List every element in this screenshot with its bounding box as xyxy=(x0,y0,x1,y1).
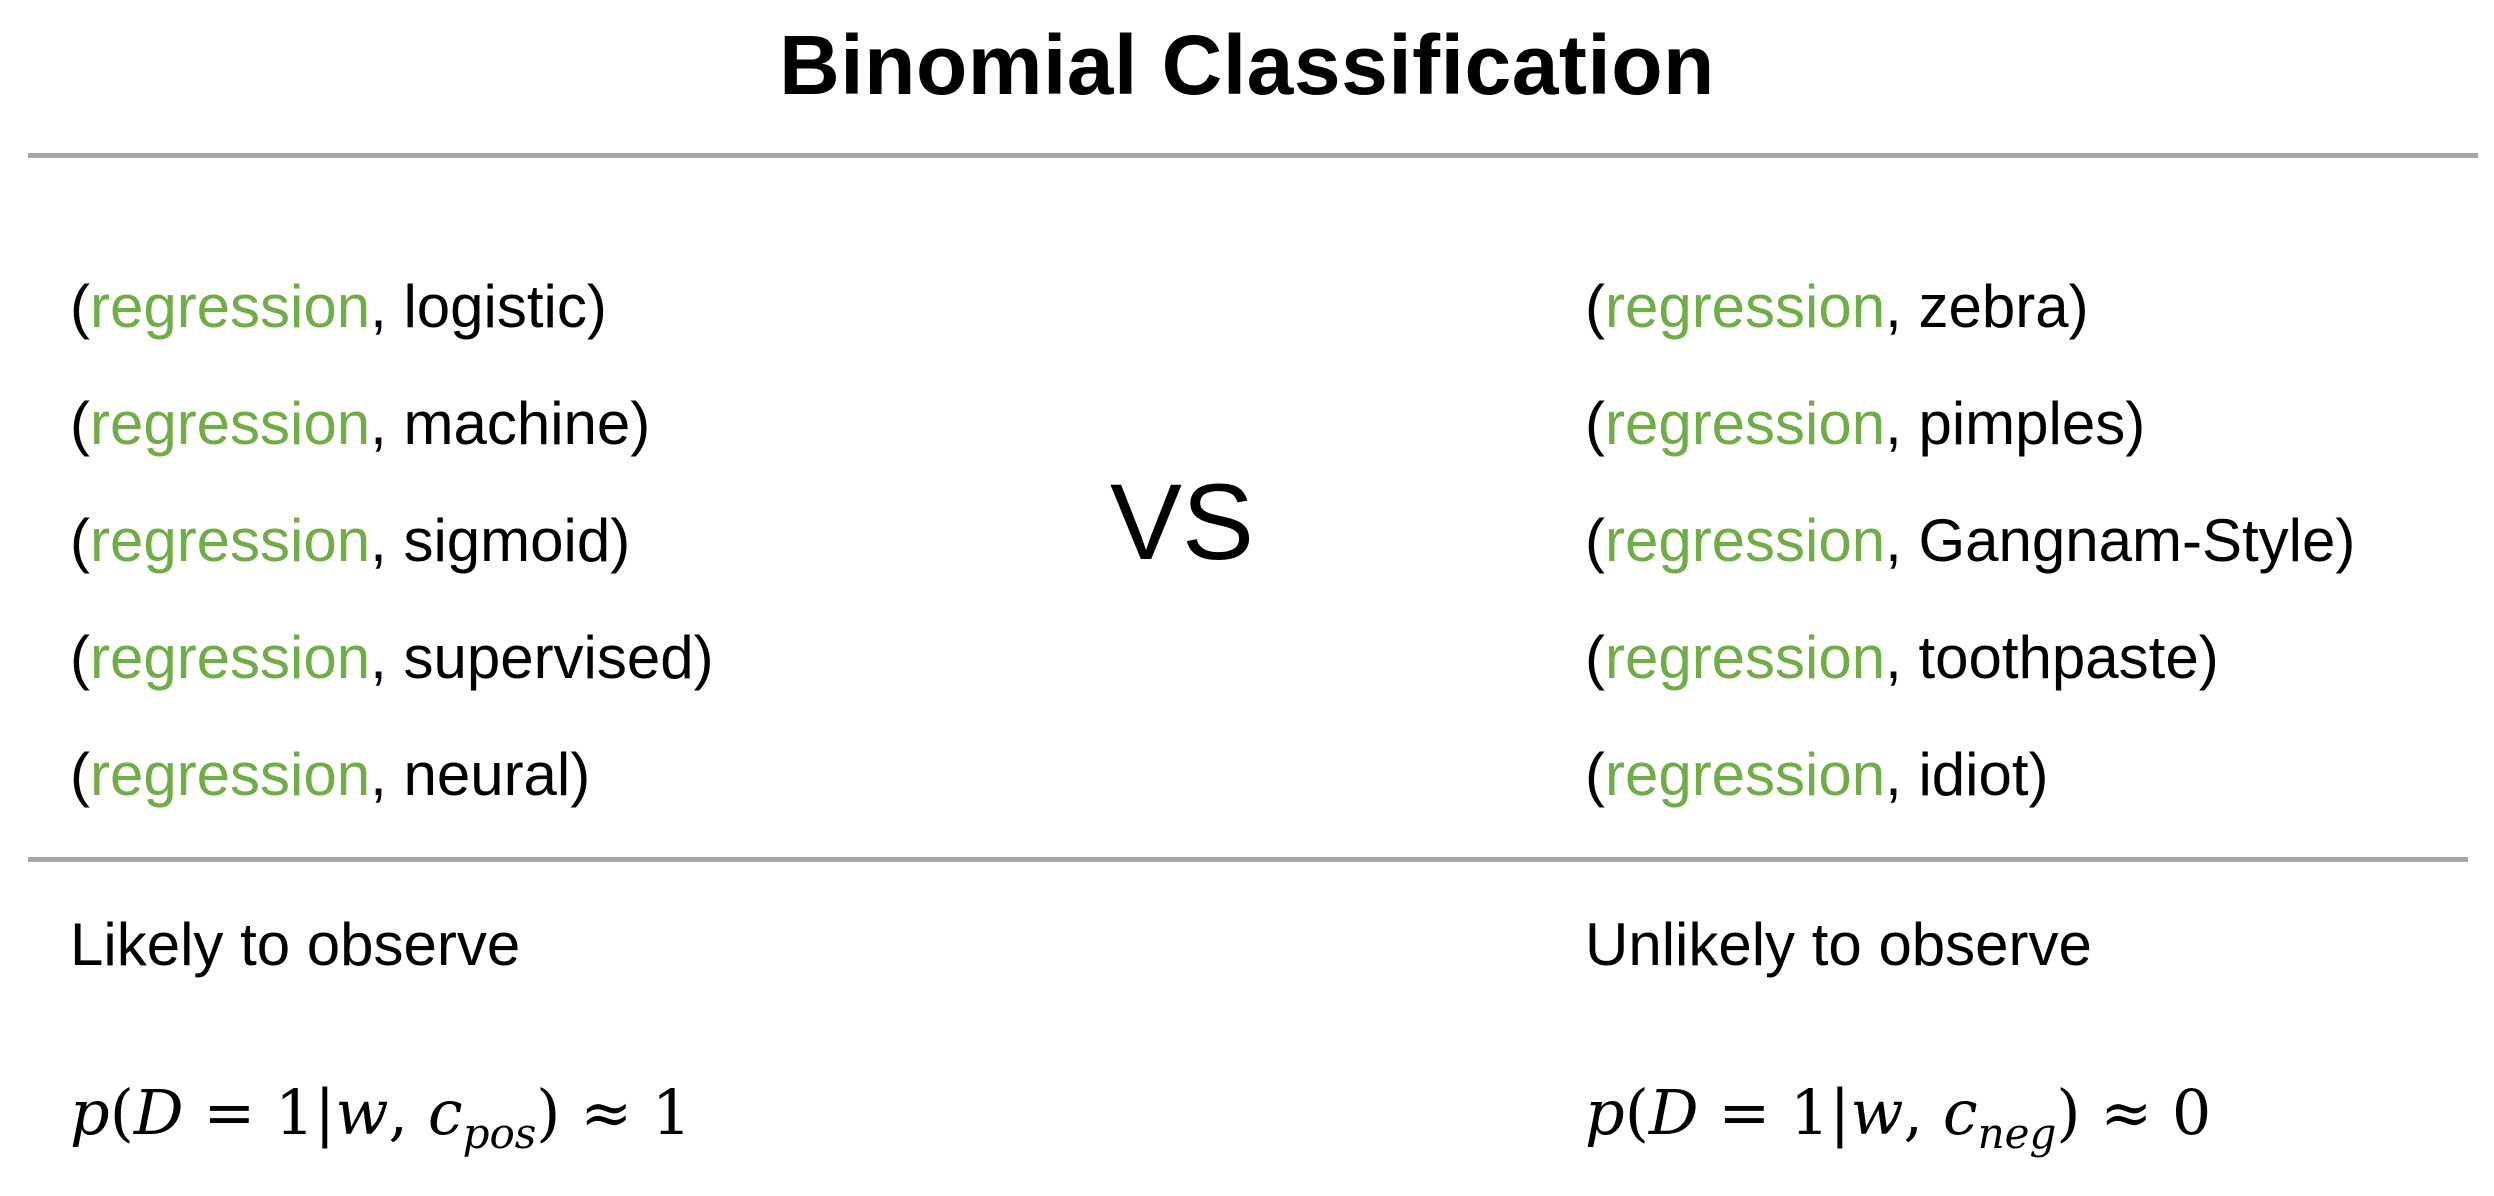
formula-sep: , xyxy=(1903,1076,1943,1149)
context-word: idiot xyxy=(1918,741,2029,808)
formula-approx: ≈ 0 xyxy=(2080,1076,2212,1149)
close-paren: ) xyxy=(2335,507,2356,574)
positive-caption: Likely to observe xyxy=(70,911,521,978)
bottom-divider xyxy=(28,857,2468,862)
negative-pair: (regression, pimples) xyxy=(1585,365,2355,482)
comma: , xyxy=(370,390,404,457)
target-word: regression xyxy=(1604,507,1886,574)
context-word: pimples xyxy=(1918,390,2126,457)
comma: , xyxy=(370,741,404,808)
formula-word: w xyxy=(335,1076,389,1149)
context-word: zebra xyxy=(1918,273,2069,340)
context-word: neural xyxy=(403,741,571,808)
slide-title: Binomial Classification xyxy=(779,18,1715,112)
context-word: toothpaste xyxy=(1918,624,2199,691)
comma: , xyxy=(1885,390,1919,457)
open-paren: ( xyxy=(70,273,90,340)
formula-var: D xyxy=(133,1076,184,1149)
comma: , xyxy=(370,507,404,574)
formula-open: ( xyxy=(1624,1076,1649,1149)
comma: , xyxy=(370,624,404,691)
close-paren: ) xyxy=(2068,273,2089,340)
top-divider xyxy=(28,153,2478,158)
positive-pair: (regression, sigmoid) xyxy=(70,482,714,599)
formula-word: w xyxy=(1850,1076,1904,1149)
comma: , xyxy=(370,273,404,340)
open-paren: ( xyxy=(1585,624,1605,691)
formula-func: p xyxy=(1585,1076,1625,1149)
target-word: regression xyxy=(89,273,371,340)
formula-open: ( xyxy=(109,1076,134,1149)
target-word: regression xyxy=(1604,624,1886,691)
context-word: Gangnam-Style xyxy=(1918,507,2336,574)
close-paren: ) xyxy=(570,741,591,808)
positive-pair: (regression, neural) xyxy=(70,716,714,833)
open-paren: ( xyxy=(70,624,90,691)
negative-pair: (regression, zebra) xyxy=(1585,248,2355,365)
target-word: regression xyxy=(1604,741,1886,808)
negative-probability-formula: p(D = 1|w, cneg) ≈ 0 xyxy=(1585,1068,2211,1158)
formula-eq: = 1| xyxy=(183,1076,336,1149)
open-paren: ( xyxy=(70,390,90,457)
target-word: regression xyxy=(89,741,371,808)
formula-func: p xyxy=(70,1076,110,1149)
positive-pairs-list: (regression, logistic) (regression, mach… xyxy=(70,248,714,833)
formula-eq: = 1| xyxy=(1698,1076,1851,1149)
formula-sep: , xyxy=(388,1076,428,1149)
open-paren: ( xyxy=(70,741,90,808)
negative-pair: (regression, Gangnam-Style) xyxy=(1585,482,2355,599)
vs-label: VS xyxy=(1110,461,1255,582)
open-paren: ( xyxy=(1585,741,1605,808)
formula-close: ) xyxy=(536,1076,561,1149)
close-paren: ) xyxy=(610,507,631,574)
formula-var: D xyxy=(1648,1076,1699,1149)
negative-pair: (regression, idiot) xyxy=(1585,716,2355,833)
target-word: regression xyxy=(89,624,371,691)
close-paren: ) xyxy=(630,390,651,457)
negative-pair: (regression, toothpaste) xyxy=(1585,599,2355,716)
open-paren: ( xyxy=(1585,507,1605,574)
positive-pair: (regression, supervised) xyxy=(70,599,714,716)
target-word: regression xyxy=(1604,390,1886,457)
close-paren: ) xyxy=(2198,624,2219,691)
formula-close: ) xyxy=(2056,1076,2081,1149)
close-paren: ) xyxy=(2125,390,2146,457)
open-paren: ( xyxy=(1585,390,1605,457)
open-paren: ( xyxy=(1585,273,1605,340)
close-paren: ) xyxy=(586,273,607,340)
close-paren: ) xyxy=(693,624,714,691)
context-word: supervised xyxy=(403,624,694,691)
formula-sub: neg xyxy=(1977,1109,2057,1158)
negative-caption: Unlikely to observe xyxy=(1585,911,2092,978)
negative-pairs-list: (regression, zebra) (regression, pimples… xyxy=(1585,248,2355,833)
open-paren: ( xyxy=(70,507,90,574)
positive-pair: (regression, machine) xyxy=(70,365,714,482)
target-word: regression xyxy=(1604,273,1886,340)
context-word: logistic xyxy=(403,273,587,340)
target-word: regression xyxy=(89,507,371,574)
comma: , xyxy=(1885,273,1919,340)
formula-approx: ≈ 1 xyxy=(560,1076,692,1149)
target-word: regression xyxy=(89,390,371,457)
formula-ctx: c xyxy=(1942,1076,1978,1149)
comma: , xyxy=(1885,741,1919,808)
close-paren: ) xyxy=(2028,741,2049,808)
context-word: machine xyxy=(403,390,631,457)
comma: , xyxy=(1885,624,1919,691)
formula-sub: pos xyxy=(462,1109,537,1158)
comma: , xyxy=(1885,507,1919,574)
context-word: sigmoid xyxy=(403,507,611,574)
positive-probability-formula: p(D = 1|w, cpos) ≈ 1 xyxy=(70,1068,691,1158)
formula-ctx: c xyxy=(427,1076,463,1149)
positive-pair: (regression, logistic) xyxy=(70,248,714,365)
